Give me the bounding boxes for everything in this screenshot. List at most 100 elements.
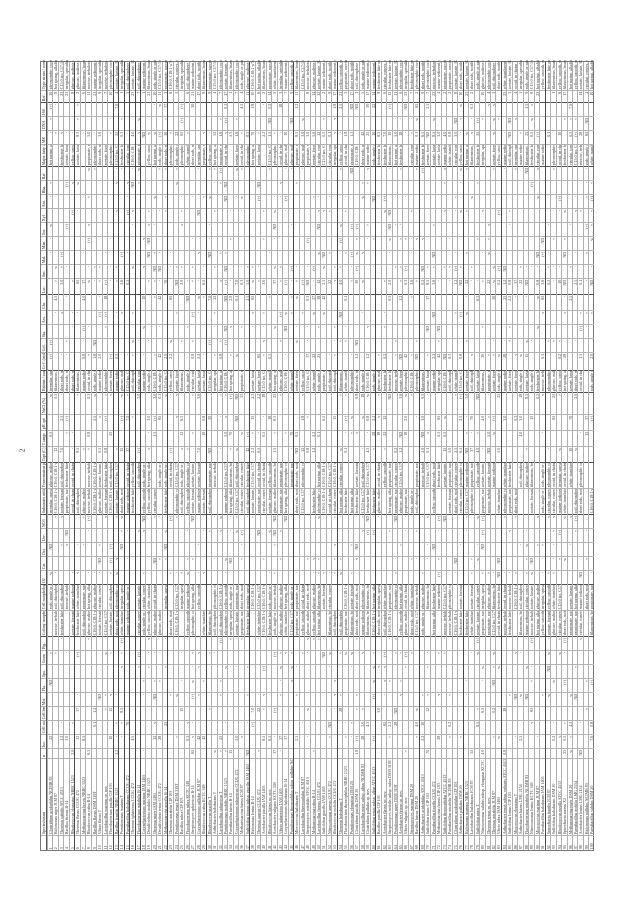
table-cell: 2.5 xyxy=(294,735,299,749)
table-cell: w xyxy=(53,265,58,279)
table-cell xyxy=(490,195,496,209)
table-cell: acetate, lactate, H2 xyxy=(474,371,480,393)
table-cell: 6 xyxy=(398,91,403,103)
table-cell xyxy=(53,251,58,265)
table-cell: 65 xyxy=(255,353,261,371)
row-name-cell: Bacillus flavus DSM 319T xyxy=(91,759,97,836)
table-cell: glucose, maltose, mannose xyxy=(151,611,157,637)
table-cell xyxy=(266,707,272,721)
table-cell xyxy=(480,637,485,651)
table-cell: 7.0 xyxy=(113,103,119,117)
row-name-cell: Acetobacter vulgaris KCTC 349 xyxy=(272,759,277,836)
table-cell: glucose, maltose, mannose xyxy=(485,585,490,611)
table-cell: - xyxy=(146,431,151,447)
table-cell xyxy=(321,721,326,735)
table-cell: circular, convex, cream xyxy=(458,489,463,515)
table-cell xyxy=(283,637,288,651)
table-cell xyxy=(75,353,80,371)
table-cell xyxy=(80,265,86,279)
table-cell: + xyxy=(91,167,97,181)
column-header: Topt (C) xyxy=(41,447,46,463)
table-cell: glucose, maltose, mannose xyxy=(403,611,408,637)
table-cell xyxy=(458,557,463,571)
table-cell: 25 xyxy=(179,845,184,850)
table-cell xyxy=(408,515,414,529)
table-cell xyxy=(463,571,469,585)
table-cell: w xyxy=(562,209,567,223)
table-cell: filamentous, branched xyxy=(518,611,523,637)
table-cell xyxy=(348,117,354,131)
table-cell: pleomorphic cocci xyxy=(283,463,288,489)
table-cell xyxy=(578,707,583,721)
table-cell: - xyxy=(86,265,91,279)
table-cell: (+) xyxy=(474,637,480,651)
table-cell: hot spring, alkaline xyxy=(272,371,277,393)
table-cell: 25 xyxy=(496,393,501,415)
table-cell xyxy=(589,557,594,571)
table-cell xyxy=(91,447,97,463)
table-cell xyxy=(419,195,425,209)
table-cell: acetate, lactate, H2 xyxy=(108,611,113,637)
table-cell: + xyxy=(277,279,283,295)
table-cell: - xyxy=(157,209,162,223)
table-cell: pleomorphic cocci xyxy=(190,611,195,637)
table-cell: (+) xyxy=(124,209,130,223)
table-cell: v xyxy=(436,693,441,707)
table-cell: w xyxy=(250,279,255,295)
table-cell: + xyxy=(556,637,562,651)
table-cell xyxy=(140,181,146,195)
table-cell xyxy=(545,543,551,557)
table-cell xyxy=(310,721,315,735)
table-cell: + xyxy=(556,557,562,571)
table-cell xyxy=(507,651,512,665)
table-cell: 2.0 xyxy=(387,279,392,295)
table-cell xyxy=(573,637,578,651)
table-cell xyxy=(501,679,507,693)
table-cell xyxy=(469,515,474,529)
table-cell: v xyxy=(283,651,288,665)
table-cell xyxy=(190,707,195,721)
table-cell xyxy=(119,431,124,447)
table-cell xyxy=(53,543,58,557)
table-cell: soil, rhizosphere xyxy=(108,585,113,611)
table-cell: soil, rhizosphere xyxy=(490,60,496,91)
row-name-cell: Paenibacillus validus DSM 20 xyxy=(589,759,594,836)
table-cell xyxy=(233,209,239,223)
table-cell: + xyxy=(69,279,75,295)
table-cell xyxy=(86,679,91,693)
table-cell: - xyxy=(474,279,480,295)
table-cell xyxy=(512,237,518,251)
table-cell: - xyxy=(140,749,146,759)
table-cell xyxy=(288,693,294,707)
table-cell: sucrose, trehalose, starch xyxy=(102,60,108,91)
table-cell xyxy=(315,651,321,665)
table-cell: + xyxy=(485,415,490,431)
table-cell: + xyxy=(398,543,403,557)
table-cell: propionate, succinate xyxy=(469,463,474,489)
table-cell xyxy=(556,679,562,693)
table-cell xyxy=(359,571,365,585)
table-cell xyxy=(266,209,272,223)
table-cell: + xyxy=(398,651,403,665)
table-cell: rods, single or pairs xyxy=(370,371,376,393)
row-name-cell: Paenibacillus mobilis LMG 2154 xyxy=(573,759,578,836)
table-cell xyxy=(392,611,397,637)
table-cell: + xyxy=(430,223,436,237)
table-cell xyxy=(233,557,239,571)
table-cell: ND xyxy=(430,543,436,557)
table-cell xyxy=(135,749,140,759)
table-cell: - xyxy=(239,209,244,223)
table-cell xyxy=(578,415,583,431)
table-cell xyxy=(108,181,113,195)
table-cell: - xyxy=(545,637,551,651)
table-cell xyxy=(480,167,485,181)
table-cell: w xyxy=(48,393,53,415)
table-cell: v xyxy=(425,515,430,529)
table-cell: + xyxy=(157,679,162,693)
table-cell: v xyxy=(512,651,518,665)
table-cell: w xyxy=(217,515,222,529)
table-cell xyxy=(80,117,86,131)
table-cell: irregular, spreading xyxy=(512,145,518,167)
table-cell xyxy=(146,749,151,759)
table-cell: (+) xyxy=(354,265,359,279)
